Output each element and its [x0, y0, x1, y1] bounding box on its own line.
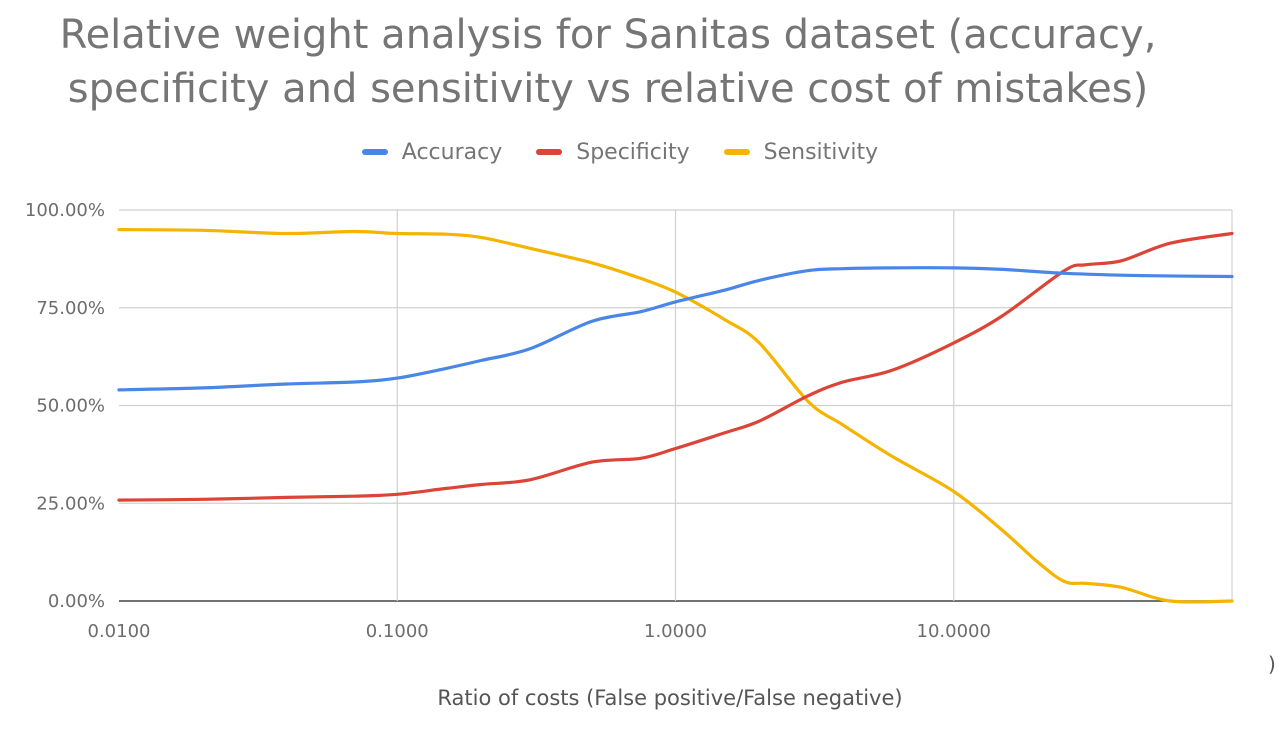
- x-tick-label: 0.0100: [88, 621, 151, 642]
- gridlines: [119, 209, 1233, 602]
- x-axis-label: Ratio of costs (False positive/False neg…: [437, 686, 903, 710]
- x-tick-label: 10.0000: [917, 621, 991, 642]
- x-axis-tick-labels: 0.0100 0.1000 1.0000 10.0000: [88, 621, 991, 642]
- legend-label-specificity: Specificity: [576, 139, 690, 165]
- legend-label-sensitivity: Sensitivity: [763, 139, 879, 165]
- chart-title-line-1: Relative weight analysis for Sanitas dat…: [59, 12, 1157, 58]
- legend-item-specificity[interactable]: Specificity: [536, 139, 690, 165]
- stray-paren-text: ): [1268, 652, 1276, 676]
- y-tick-label: 0.00%: [48, 591, 105, 612]
- chart-title-line-2: specificity and sensitivity vs relative …: [67, 66, 1149, 112]
- y-tick-label: 75.00%: [36, 298, 105, 319]
- legend-swatch-specificity: [536, 149, 563, 155]
- legend-swatch-sensitivity: [723, 149, 750, 155]
- series-lines: [117, 228, 1234, 604]
- y-tick-label: 100.00%: [25, 200, 105, 221]
- legend-label-accuracy: Accuracy: [401, 139, 503, 165]
- y-tick-label: 25.00%: [36, 493, 105, 514]
- y-tick-label: 50.00%: [36, 396, 105, 417]
- chart-title: Relative weight analysis for Sanitas dat…: [0, 8, 1216, 116]
- x-tick-label: 0.1000: [366, 621, 429, 642]
- series-line-sensitivity: [117, 228, 1234, 604]
- x-tick-label: 1.0000: [644, 621, 707, 642]
- legend-item-accuracy[interactable]: Accuracy: [361, 139, 503, 165]
- series-line-specificity: [117, 231, 1234, 502]
- series-line-accuracy: [117, 266, 1234, 392]
- y-axis-tick-labels: 0.00% 25.00% 50.00% 75.00% 100.00%: [25, 200, 105, 612]
- legend-swatch-accuracy: [361, 149, 388, 155]
- legend-item-sensitivity[interactable]: Sensitivity: [723, 139, 879, 165]
- legend: Accuracy Specificity Sensitivity: [0, 137, 1240, 167]
